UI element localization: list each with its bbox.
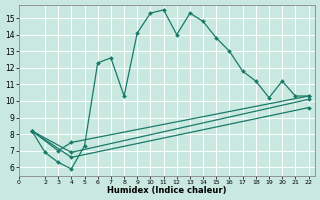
X-axis label: Humidex (Indice chaleur): Humidex (Indice chaleur) <box>107 186 227 195</box>
